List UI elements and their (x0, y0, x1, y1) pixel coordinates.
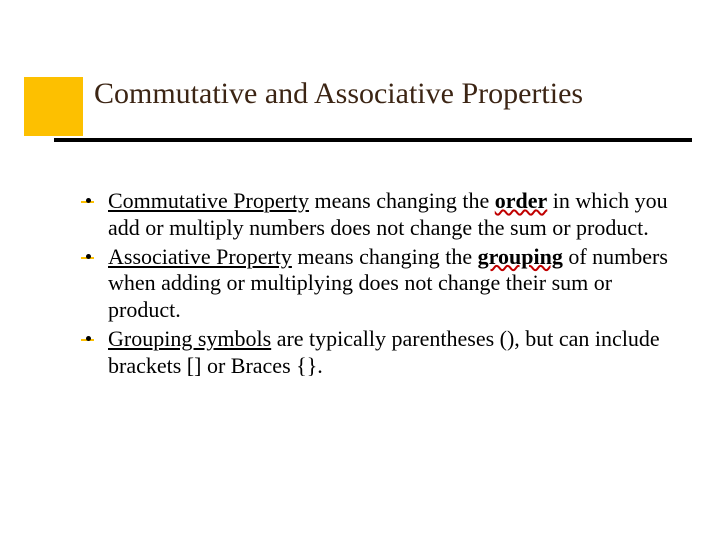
list-item: Associative Property means changing the … (80, 244, 670, 324)
bullet-text: Associative Property means changing the … (108, 244, 670, 324)
list-item: Commutative Property means changing the … (80, 188, 670, 242)
bullet-text: Grouping symbols are typically parenthes… (108, 326, 670, 380)
text-run: means changing the (292, 244, 478, 269)
bullet-icon (80, 244, 108, 270)
emphasized-term: order (495, 188, 548, 213)
accent-square (24, 77, 83, 136)
body-content: Commutative Property means changing the … (80, 188, 670, 382)
underlined-term: Grouping symbols (108, 326, 271, 351)
title-underline (54, 138, 692, 142)
bullet-icon (80, 188, 108, 214)
slide-title: Commutative and Associative Properties (94, 76, 674, 112)
emphasized-term: grouping (478, 244, 563, 269)
bullet-icon (80, 326, 108, 352)
bullet-text: Commutative Property means changing the … (108, 188, 670, 242)
slide: Commutative and Associative Properties C… (0, 0, 720, 540)
list-item: Grouping symbols are typically parenthes… (80, 326, 670, 380)
text-run: means changing the (309, 188, 495, 213)
underlined-term: Commutative Property (108, 188, 309, 213)
underlined-term: Associative Property (108, 244, 292, 269)
